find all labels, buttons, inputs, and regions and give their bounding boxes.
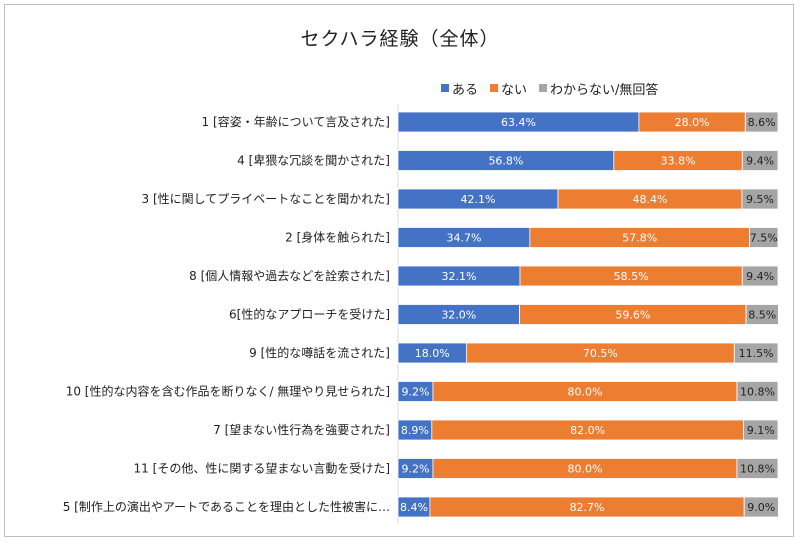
bar-segment-unknown — [743, 419, 779, 441]
category-label: 11 [その他、性に関する望まない言動を受けた] — [134, 462, 390, 476]
data-label: 10.8% — [740, 386, 775, 399]
legend-swatch-yes — [441, 84, 449, 92]
data-label: 18.0% — [415, 347, 450, 360]
bar-segment-unknown — [733, 342, 779, 364]
bar-segment-unknown — [744, 111, 779, 133]
bar-segment-unknown — [741, 265, 779, 287]
bar-segment-unknown — [741, 150, 779, 171]
bar-segment-unknown — [741, 188, 779, 210]
category-label: 10 [性的な内容を含む作品を断りなく/ 無理やり見せられた] — [66, 384, 390, 399]
data-label: 11.5% — [739, 347, 774, 360]
category-label: 2 [身体を触られた] — [285, 230, 390, 245]
bar-segment-unknown — [749, 227, 779, 248]
data-label: 56.8% — [488, 155, 523, 168]
data-label: 9.1% — [747, 424, 775, 437]
data-label: 82.0% — [570, 424, 605, 437]
data-label: 59.6% — [615, 309, 650, 322]
data-label: 70.5% — [583, 347, 618, 360]
data-label: 80.0% — [567, 386, 602, 399]
bar-segment-unknown — [736, 458, 779, 479]
category-label: 9 [性的な噂話を流された] — [249, 345, 390, 360]
category-label: 5 [制作上の演出やアートであることを理由とした性被害に… — [63, 499, 390, 514]
data-label: 82.7% — [570, 501, 605, 514]
category-label: 1 [容姿・年齢について言及された] — [202, 114, 390, 129]
data-label: 9.5% — [746, 193, 774, 206]
legend-label-unknown: わからない/無回答 — [550, 82, 659, 98]
legend-label-yes: ある — [452, 82, 479, 98]
legend-item-unknown: わからない/無回答 — [539, 79, 658, 98]
data-label: 7.5% — [750, 232, 778, 245]
category-label: 8 [個人情報や過去などを詮索された] — [189, 269, 390, 283]
data-label: 33.8% — [661, 155, 696, 168]
data-label: 63.4% — [501, 116, 536, 129]
data-label: 9.2% — [402, 463, 430, 476]
category-label: 3 [性に関してプライベートなことを聞かれた] — [142, 192, 390, 206]
data-label: 34.7% — [446, 232, 481, 245]
data-label: 48.4% — [632, 193, 667, 206]
category-label: 6[性的なアプローチを受けた] — [229, 307, 390, 322]
category-label: 7 [望まない性行為を強要された] — [213, 423, 390, 437]
data-label: 9.2% — [402, 386, 430, 399]
bar-segment-unknown — [736, 381, 779, 402]
bar-segment-unknown — [745, 304, 779, 325]
category-label: 4 [卑猥な冗談を聞かされた] — [237, 153, 390, 168]
data-label: 8.4% — [400, 501, 428, 514]
legend-item-yes: ある — [441, 79, 478, 98]
data-label: 58.5% — [614, 270, 649, 283]
data-label: 9.0% — [747, 501, 775, 514]
legend-swatch-unknown — [539, 84, 548, 92]
legend-label-no: ない — [501, 82, 528, 98]
data-label: 8.5% — [748, 309, 776, 322]
chart-title: セクハラ経験（全体） — [300, 28, 500, 50]
legend-item-no: ない — [490, 79, 527, 98]
legend: ある ない わからない/無回答 — [441, 79, 670, 98]
bar-segment-unknown — [743, 496, 779, 518]
data-label: 10.8% — [740, 463, 775, 476]
data-label: 42.1% — [461, 193, 496, 206]
data-label: 80.0% — [567, 463, 602, 476]
data-label: 9.4% — [746, 270, 774, 283]
legend-swatch-no — [490, 84, 499, 92]
data-label: 8.6% — [748, 116, 776, 129]
data-label: 9.4% — [746, 155, 774, 168]
data-label: 32.0% — [441, 309, 476, 322]
data-label: 57.8% — [622, 232, 657, 245]
data-label: 28.0% — [675, 116, 710, 129]
data-label: 32.1% — [442, 270, 477, 283]
data-label: 8.9% — [401, 424, 429, 437]
